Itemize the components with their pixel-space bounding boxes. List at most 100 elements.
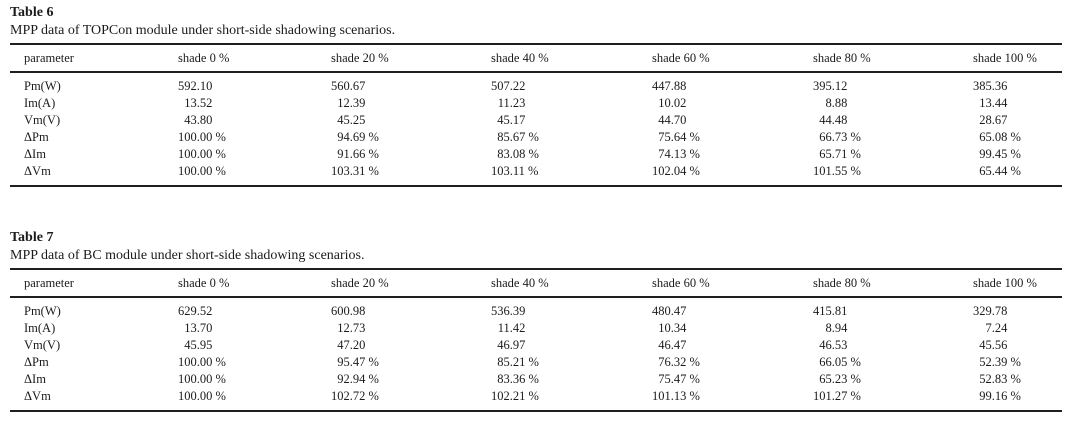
table-6-label: Table 6 bbox=[10, 5, 54, 20]
value-cell: 52.83 % bbox=[973, 371, 1062, 388]
value-number: 46.53 bbox=[819, 338, 848, 352]
column-header: shade 80 % bbox=[813, 44, 973, 73]
value-number: 85.67 % bbox=[497, 130, 539, 144]
value-number: 47.20 bbox=[337, 338, 366, 352]
value-number: 85.21 % bbox=[497, 355, 539, 369]
value-cell: 13.44 bbox=[973, 95, 1062, 112]
value-number: 100.00 % bbox=[178, 130, 226, 144]
value-number: 100.00 % bbox=[178, 164, 226, 178]
table-7-block: Table 7 MPP data of BC module under shor… bbox=[10, 230, 1080, 412]
value-cell: 28.67 bbox=[973, 112, 1062, 129]
table-row: ΔVm 100.00 % 102.72 % 102.21 % 101.13 % 101.2… bbox=[10, 388, 1062, 411]
parameter-cell: Pm(W) bbox=[24, 79, 61, 93]
value-number: 101.55 % bbox=[813, 164, 861, 178]
value-cell: 8.88 bbox=[813, 95, 973, 112]
column-header: shade 100 % bbox=[973, 269, 1062, 298]
value-cell: 46.97 bbox=[491, 337, 652, 354]
value-number: 100.00 % bbox=[178, 147, 226, 161]
table-row: Vm(V) 43.80 45.25 45.17 44.70 44.48 28.67 bbox=[10, 112, 1062, 129]
value-cell: 536.39 bbox=[491, 297, 652, 320]
value-cell: 66.05 % bbox=[813, 354, 973, 371]
value-number: 92.94 % bbox=[337, 372, 379, 386]
table-row: Im(A) 13.70 12.73 11.42 10.34 8.94 7.24 bbox=[10, 320, 1062, 337]
value-cell: 74.13 % bbox=[652, 146, 813, 163]
value-number: 100.00 % bbox=[178, 355, 226, 369]
value-number: 12.73 bbox=[337, 321, 366, 335]
value-cell: 45.25 bbox=[331, 112, 491, 129]
table-row: ΔPm 100.00 % 94.69 % 85.67 % 75.64 % 66.73 % 6… bbox=[10, 129, 1062, 146]
value-cell: 100.00 % bbox=[178, 354, 331, 371]
value-number: 415.81 bbox=[813, 304, 848, 318]
value-cell: 91.66 % bbox=[331, 146, 491, 163]
value-cell: 65.71 % bbox=[813, 146, 973, 163]
value-number: 52.39 % bbox=[979, 355, 1021, 369]
value-cell: 447.88 bbox=[652, 72, 813, 95]
value-number: 10.34 bbox=[658, 321, 687, 335]
value-cell: 102.72 % bbox=[331, 388, 491, 411]
value-number: 66.05 % bbox=[819, 355, 861, 369]
value-number: 329.78 bbox=[973, 304, 1008, 318]
value-number: 99.16 % bbox=[979, 389, 1021, 403]
column-header: shade 60 % bbox=[652, 44, 813, 73]
table-row: ΔPm 100.00 % 95.47 % 85.21 % 76.32 % 66.05 % 5… bbox=[10, 354, 1062, 371]
value-number: 74.13 % bbox=[658, 147, 700, 161]
value-cell: 100.00 % bbox=[178, 163, 331, 186]
table-7-header: parameter shade 0 % shade 20 % shade 40 % sh… bbox=[10, 269, 1062, 298]
table-row: Im(A) 13.52 12.39 11.23 10.02 8.88 13.44 bbox=[10, 95, 1062, 112]
parameter-cell: Vm(V) bbox=[24, 113, 61, 127]
value-cell: 101.55 % bbox=[813, 163, 973, 186]
value-number: 102.04 % bbox=[652, 164, 700, 178]
value-cell: 7.24 bbox=[973, 320, 1062, 337]
value-number: 65.44 % bbox=[979, 164, 1021, 178]
value-cell: 75.64 % bbox=[652, 129, 813, 146]
value-cell: 45.56 bbox=[973, 337, 1062, 354]
value-cell: 10.34 bbox=[652, 320, 813, 337]
value-cell: 95.47 % bbox=[331, 354, 491, 371]
value-number: 94.69 % bbox=[337, 130, 379, 144]
table-row: ΔIm 100.00 % 92.94 % 83.36 % 75.47 % 65.23 % 5… bbox=[10, 371, 1062, 388]
value-cell: 100.00 % bbox=[178, 129, 331, 146]
column-header: shade 20 % bbox=[331, 269, 491, 298]
value-number: 83.36 % bbox=[497, 372, 539, 386]
column-header: parameter bbox=[10, 269, 178, 298]
value-number: 45.95 bbox=[184, 338, 213, 352]
value-number: 10.02 bbox=[658, 96, 687, 110]
value-cell: 100.00 % bbox=[178, 371, 331, 388]
value-number: 45.56 bbox=[979, 338, 1008, 352]
value-number: 65.08 % bbox=[979, 130, 1021, 144]
table-6-body: Pm(W) 592.10 560.67 507.22 447.88 395.12 385.3… bbox=[10, 72, 1062, 186]
table-6-header: parameter shade 0 % shade 20 % shade 40 % sh… bbox=[10, 44, 1062, 73]
value-number: 8.88 bbox=[825, 96, 848, 110]
value-number: 28.67 bbox=[979, 113, 1008, 127]
value-cell: 103.31 % bbox=[331, 163, 491, 186]
value-number: 46.97 bbox=[497, 338, 526, 352]
value-cell: 395.12 bbox=[813, 72, 973, 95]
column-header: shade 100 % bbox=[973, 44, 1062, 73]
value-number: 100.00 % bbox=[178, 389, 226, 403]
value-number: 45.17 bbox=[497, 113, 526, 127]
value-number: 536.39 bbox=[491, 304, 526, 318]
value-cell: 65.23 % bbox=[813, 371, 973, 388]
value-cell: 46.53 bbox=[813, 337, 973, 354]
column-header: shade 40 % bbox=[491, 44, 652, 73]
value-cell: 11.23 bbox=[491, 95, 652, 112]
value-cell: 83.36 % bbox=[491, 371, 652, 388]
value-number: 66.73 % bbox=[819, 130, 861, 144]
value-number: 592.10 bbox=[178, 79, 213, 93]
value-cell: 65.08 % bbox=[973, 129, 1062, 146]
value-cell: 13.70 bbox=[178, 320, 331, 337]
value-cell: 94.69 % bbox=[331, 129, 491, 146]
paper-page: Table 6 MPP data of TOPCon module under … bbox=[10, 5, 1080, 412]
value-number: 13.52 bbox=[184, 96, 213, 110]
value-number: 52.83 % bbox=[979, 372, 1021, 386]
parameter-cell: Im(A) bbox=[24, 96, 56, 110]
table-row: Pm(W) 629.52 600.98 536.39 480.47 415.81 329.7… bbox=[10, 297, 1062, 320]
value-number: 560.67 bbox=[331, 79, 366, 93]
value-cell: 8.94 bbox=[813, 320, 973, 337]
value-number: 45.25 bbox=[337, 113, 366, 127]
value-cell: 76.32 % bbox=[652, 354, 813, 371]
table-7-label: Table 7 bbox=[10, 230, 54, 245]
value-number: 65.71 % bbox=[819, 147, 861, 161]
table-6-topcon-mpp: parameter shade 0 % shade 20 % shade 40 % sh… bbox=[10, 43, 1062, 187]
table-row: ΔVm 100.00 % 103.31 % 103.11 % 102.04 % 101.5… bbox=[10, 163, 1062, 186]
